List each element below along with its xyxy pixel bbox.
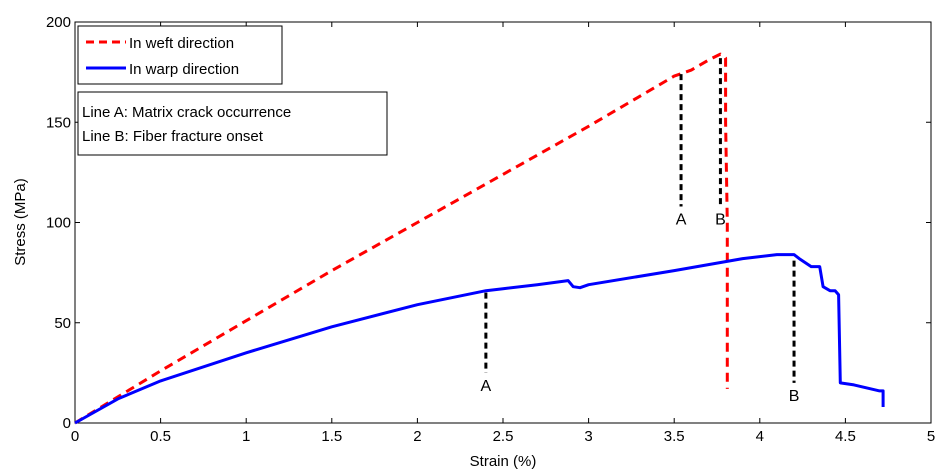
annotation-line-b: Line B: Fiber fracture onset — [82, 128, 264, 145]
x-tick-label: 3 — [584, 428, 592, 445]
plot-area — [74, 21, 932, 424]
x-tick-label: 4.5 — [835, 428, 856, 445]
legend-label-warp: In warp direction — [129, 61, 239, 78]
y-tick-label: 50 — [54, 315, 71, 332]
annotation-line-a: Line A: Matrix crack occurrence — [82, 104, 291, 121]
x-axis-title: Strain (%) — [470, 453, 537, 470]
annotation-box — [77, 91, 388, 156]
x-tick-label: 2.5 — [493, 428, 514, 445]
event-markers: A A B B — [481, 58, 800, 405]
x-tick-label: 0.5 — [150, 428, 171, 445]
legend-box — [77, 25, 283, 85]
y-axis-title: Stress (MPa) — [12, 178, 29, 266]
marker-b-3-label: B — [789, 388, 800, 405]
x-tick-label: 5 — [927, 428, 935, 445]
marker-b-2-label: B — [715, 211, 726, 228]
x-tick-label: 3.5 — [664, 428, 685, 445]
y-tick-label: 100 — [46, 215, 71, 232]
x-tick-label: 4 — [756, 428, 764, 445]
series-line-weft — [74, 52, 729, 425]
marker-a-1-label: A — [676, 211, 687, 228]
marker-a-0-label: A — [481, 378, 492, 395]
y-tick-label: 200 — [46, 14, 71, 31]
x-tick-label: 2 — [413, 428, 421, 445]
data-series — [74, 52, 885, 425]
legend-label-weft: In weft direction — [129, 35, 234, 52]
series-line-warp — [74, 253, 885, 425]
y-tick-label: 0 — [63, 415, 71, 432]
x-tick-label: 1 — [242, 428, 250, 445]
x-tick-label: 0 — [71, 428, 79, 445]
y-tick-label: 150 — [46, 114, 71, 131]
legend: In weft direction In warp direction — [77, 25, 283, 85]
annotation-note: Line A: Matrix crack occurrence Line B: … — [77, 91, 388, 156]
x-tick-label: 1.5 — [321, 428, 342, 445]
